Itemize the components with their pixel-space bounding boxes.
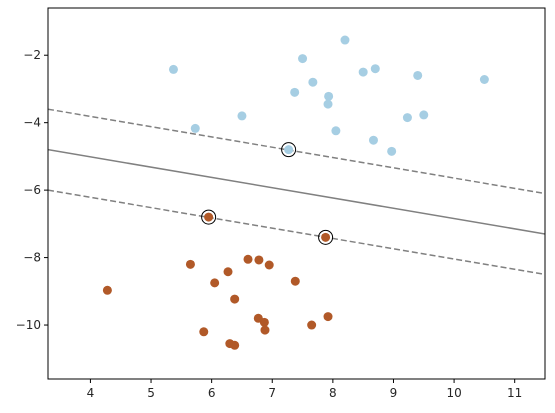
support-vector-ring (201, 209, 217, 225)
y-tick-label: −8 (23, 251, 41, 265)
data-point-class-a (331, 126, 341, 136)
data-point-class-a (419, 110, 429, 120)
data-point-class-b (230, 294, 240, 304)
data-point-class-a (323, 99, 333, 109)
x-axis-ticks: 4 5 6 7 8 9 10 11 (87, 379, 522, 400)
plot-frame (47, 7, 546, 380)
support-vector-ring (318, 229, 334, 245)
x-tick-label: 10 (446, 386, 461, 400)
data-points (102, 35, 489, 350)
data-point-class-b (185, 259, 195, 269)
data-point-class-b (321, 232, 331, 242)
data-point-class-b (259, 317, 269, 327)
data-point-class-b (264, 260, 274, 270)
data-point-class-b (199, 327, 209, 337)
x-tick-label: 11 (507, 386, 522, 400)
data-point-class-a (290, 87, 300, 97)
data-point-class-a (324, 91, 334, 101)
data-point-class-b (323, 312, 333, 322)
support-vector-ring (281, 142, 297, 158)
margin-line (48, 189, 545, 276)
y-tick-label: −2 (23, 48, 41, 62)
data-point-class-a (168, 64, 178, 74)
decision-boundary-line (48, 148, 545, 235)
x-tick-label: 8 (329, 386, 337, 400)
data-point-class-b (260, 325, 270, 335)
data-point-class-a (368, 135, 378, 145)
data-point-class-a (358, 67, 368, 77)
x-tick-label: 7 (268, 386, 276, 400)
data-point-class-b (204, 212, 214, 222)
data-point-class-a (190, 123, 200, 133)
data-point-class-a (370, 64, 380, 74)
data-point-class-a (308, 77, 318, 87)
x-tick-label: 4 (87, 386, 95, 400)
data-point-class-b (290, 276, 300, 286)
data-point-class-a (479, 75, 489, 85)
data-point-class-a (340, 35, 350, 45)
y-axis-ticks: −2 −4 −6 −8 −10 (16, 48, 48, 332)
data-point-class-b (243, 254, 253, 264)
data-point-class-b (102, 285, 112, 295)
x-tick-label: 5 (147, 386, 155, 400)
data-point-class-b (230, 340, 240, 350)
data-point-class-a (284, 145, 294, 155)
data-point-class-b (307, 320, 317, 330)
margin-line (48, 108, 545, 195)
data-point-class-a (237, 111, 247, 121)
data-point-class-b (210, 278, 220, 288)
data-point-class-a (387, 146, 397, 156)
data-point-class-b (254, 255, 264, 265)
x-tick-label: 9 (390, 386, 398, 400)
data-point-class-a (402, 113, 412, 123)
support-vector-rings (201, 142, 334, 245)
x-tick-label: 6 (208, 386, 216, 400)
y-tick-label: −4 (23, 116, 41, 130)
y-tick-label: −6 (23, 183, 41, 197)
y-tick-label: −10 (16, 318, 41, 332)
decision-lines (48, 108, 545, 276)
data-point-class-b (223, 267, 233, 277)
data-point-class-a (413, 70, 423, 80)
data-point-class-a (298, 54, 308, 64)
